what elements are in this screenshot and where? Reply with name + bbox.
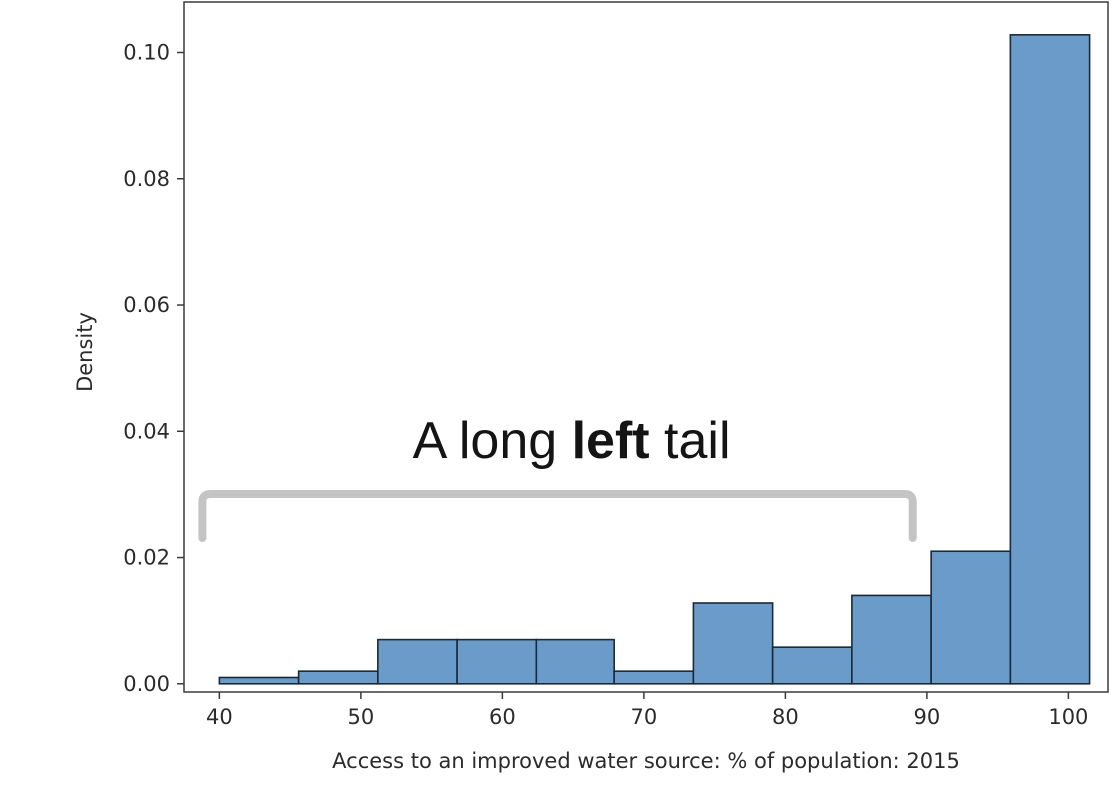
y-tick-label: 0.04 (123, 419, 170, 443)
x-tick-label: 70 (631, 705, 658, 729)
x-tick-label: 100 (1048, 705, 1088, 729)
histogram-bar (613, 670, 695, 685)
histogram-bar (297, 670, 379, 685)
histogram-bar (1009, 34, 1091, 685)
histogram-bar (692, 602, 774, 685)
y-tick-label: 0.02 (123, 546, 170, 570)
y-axis-label: Density (73, 312, 97, 392)
y-tick-label: 0.08 (123, 167, 170, 191)
y-tick-label: 0.00 (123, 672, 170, 696)
histogram-bar (218, 676, 300, 685)
histogram-bar (930, 550, 1012, 685)
x-tick-label: 50 (348, 705, 375, 729)
annotation-text: A long left tail (413, 412, 731, 470)
y-tick-label: 0.10 (123, 41, 170, 65)
x-axis-ticks: 40 50 60 70 80 90 100 (206, 692, 1088, 729)
x-tick-label: 60 (489, 705, 516, 729)
histogram-bar (535, 638, 615, 685)
bars-group (218, 34, 1091, 685)
annotation-group: A long left tail (198, 412, 917, 542)
x-tick-label: 40 (206, 705, 233, 729)
x-axis-label: Access to an improved water source: % of… (332, 749, 960, 773)
histogram-bar (771, 646, 853, 685)
tail-bracket (198, 490, 917, 542)
y-axis-ticks: 0.00 0.02 0.04 0.06 0.08 0.10 (123, 41, 184, 696)
y-tick-label: 0.06 (123, 293, 170, 317)
x-tick-label: 90 (914, 705, 941, 729)
histogram-bar (456, 638, 538, 685)
histogram-bar (377, 638, 458, 685)
x-tick-label: 80 (772, 705, 799, 729)
histogram-bar (851, 594, 932, 685)
